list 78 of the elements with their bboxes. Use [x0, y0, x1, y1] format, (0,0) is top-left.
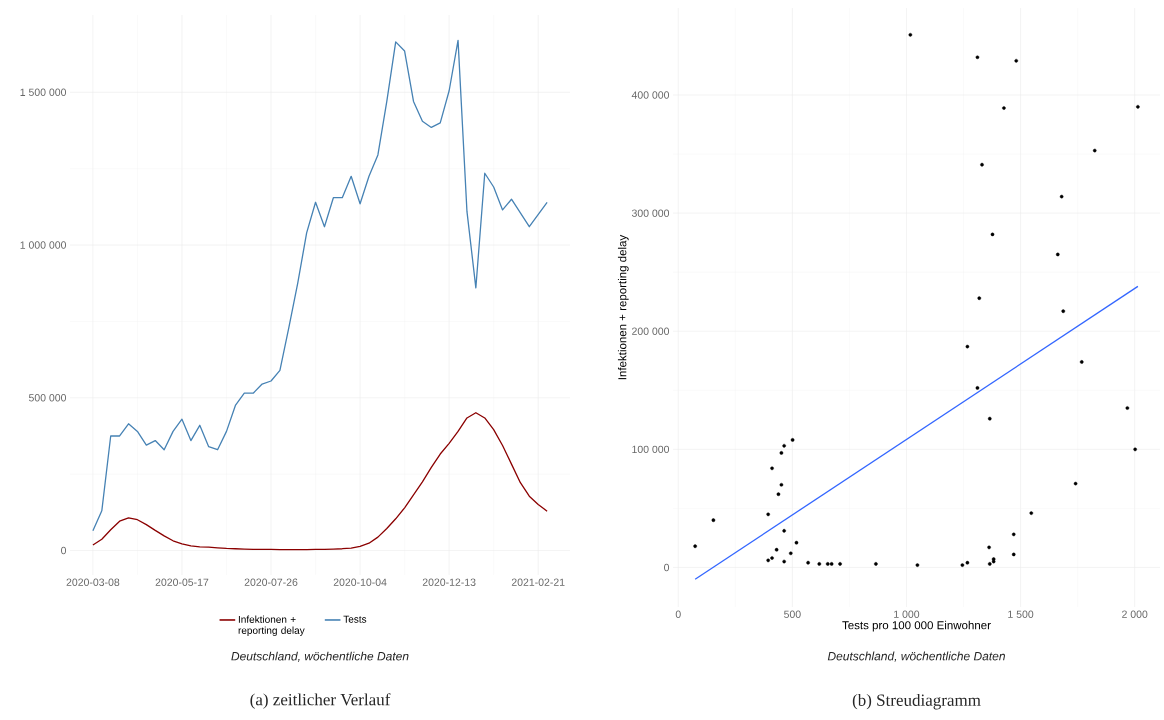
legend-label: Infektionen + reporting delay — [238, 615, 305, 636]
y-tick-label: 100 000 — [632, 445, 670, 454]
y-tick-label: 200 000 — [632, 327, 670, 335]
point — [1092, 148, 1097, 153]
y-tick-label: 400 000 — [631, 91, 670, 99]
x-tick-label: 1 000 — [894, 610, 920, 618]
point — [990, 232, 995, 237]
text: (a) zeitlicher Verlauf — [250, 693, 391, 709]
point — [806, 560, 810, 565]
point — [965, 344, 970, 349]
point — [980, 162, 984, 167]
point — [915, 563, 920, 567]
point — [779, 482, 784, 487]
x-tick-label: 2 000 — [1122, 610, 1148, 618]
x-tick-label: 1 500 — [1008, 610, 1034, 618]
point — [693, 544, 697, 548]
x-tick-label: 0 — [675, 610, 681, 618]
y-tick-label: 500 000 — [28, 394, 67, 402]
point — [790, 438, 795, 442]
point — [991, 559, 996, 564]
point — [711, 518, 716, 522]
point — [794, 540, 799, 545]
x-tick-label: 2020-03-08 — [66, 578, 120, 586]
point — [788, 551, 793, 556]
point — [774, 547, 779, 552]
point — [1002, 106, 1006, 110]
point — [987, 545, 991, 550]
point — [825, 562, 830, 566]
text: Deutschland, wöchentliche Daten — [231, 651, 409, 662]
x-tick-label: 2020-05-17 — [155, 578, 209, 586]
point — [987, 562, 992, 566]
point — [1055, 252, 1060, 257]
point — [829, 562, 834, 566]
y-tick-label: 0 — [61, 546, 67, 555]
y-axis-title: Infektionen + reporting delay — [617, 234, 629, 380]
y-tick-label: 1 500 000 — [20, 88, 67, 97]
x-axis-title: Tests pro 100 000 Einwohner — [842, 620, 991, 632]
point — [908, 33, 913, 37]
point — [770, 466, 774, 471]
point — [766, 558, 770, 563]
y-tick-label: 300 000 — [631, 209, 670, 217]
x-tick-label: 2020-12-13 — [422, 578, 476, 586]
point — [782, 443, 786, 448]
point — [1125, 406, 1130, 410]
text: (b) Streudiagramm — [852, 693, 981, 710]
point — [1133, 447, 1137, 452]
text: Deutschland, wöchentliche Daten — [827, 651, 1005, 662]
point — [987, 416, 992, 421]
x-tick-label: 2020-07-26 — [244, 578, 298, 586]
point — [782, 529, 786, 533]
point — [975, 386, 980, 390]
point — [874, 562, 878, 566]
point — [1011, 532, 1016, 537]
point — [770, 556, 774, 560]
point — [960, 563, 965, 567]
point — [1029, 511, 1034, 515]
x-tick-label: 2021-02-21 — [511, 578, 565, 586]
point — [766, 512, 770, 517]
y-tick-label: 1 000 000 — [20, 241, 67, 249]
y-tick-label: 0 — [664, 563, 670, 572]
x-tick-label: 500 — [784, 610, 801, 618]
point — [1136, 105, 1140, 109]
point — [1011, 552, 1016, 557]
point — [838, 562, 842, 566]
legend-label: Tests — [343, 615, 367, 623]
point — [1014, 58, 1019, 63]
x-tick-label: 2020-10-04 — [333, 578, 387, 586]
point — [817, 562, 822, 566]
point — [1079, 360, 1084, 364]
point — [782, 559, 786, 564]
point — [977, 296, 982, 300]
point — [779, 451, 784, 455]
point — [1059, 194, 1064, 199]
point — [965, 560, 970, 565]
point — [776, 492, 781, 497]
point — [975, 55, 980, 60]
point — [1061, 309, 1066, 313]
point — [1073, 481, 1078, 486]
